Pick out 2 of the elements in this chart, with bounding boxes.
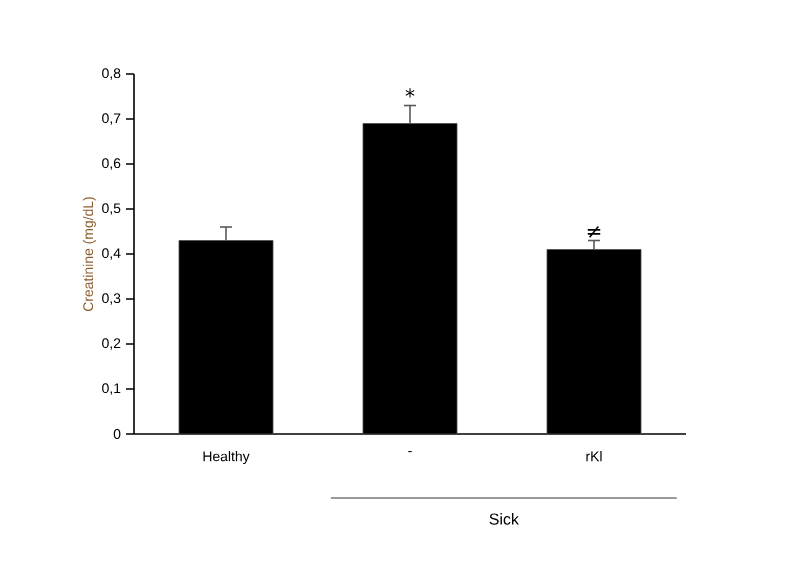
annotation: ≠ <box>587 225 601 238</box>
annotation: * <box>405 88 415 98</box>
